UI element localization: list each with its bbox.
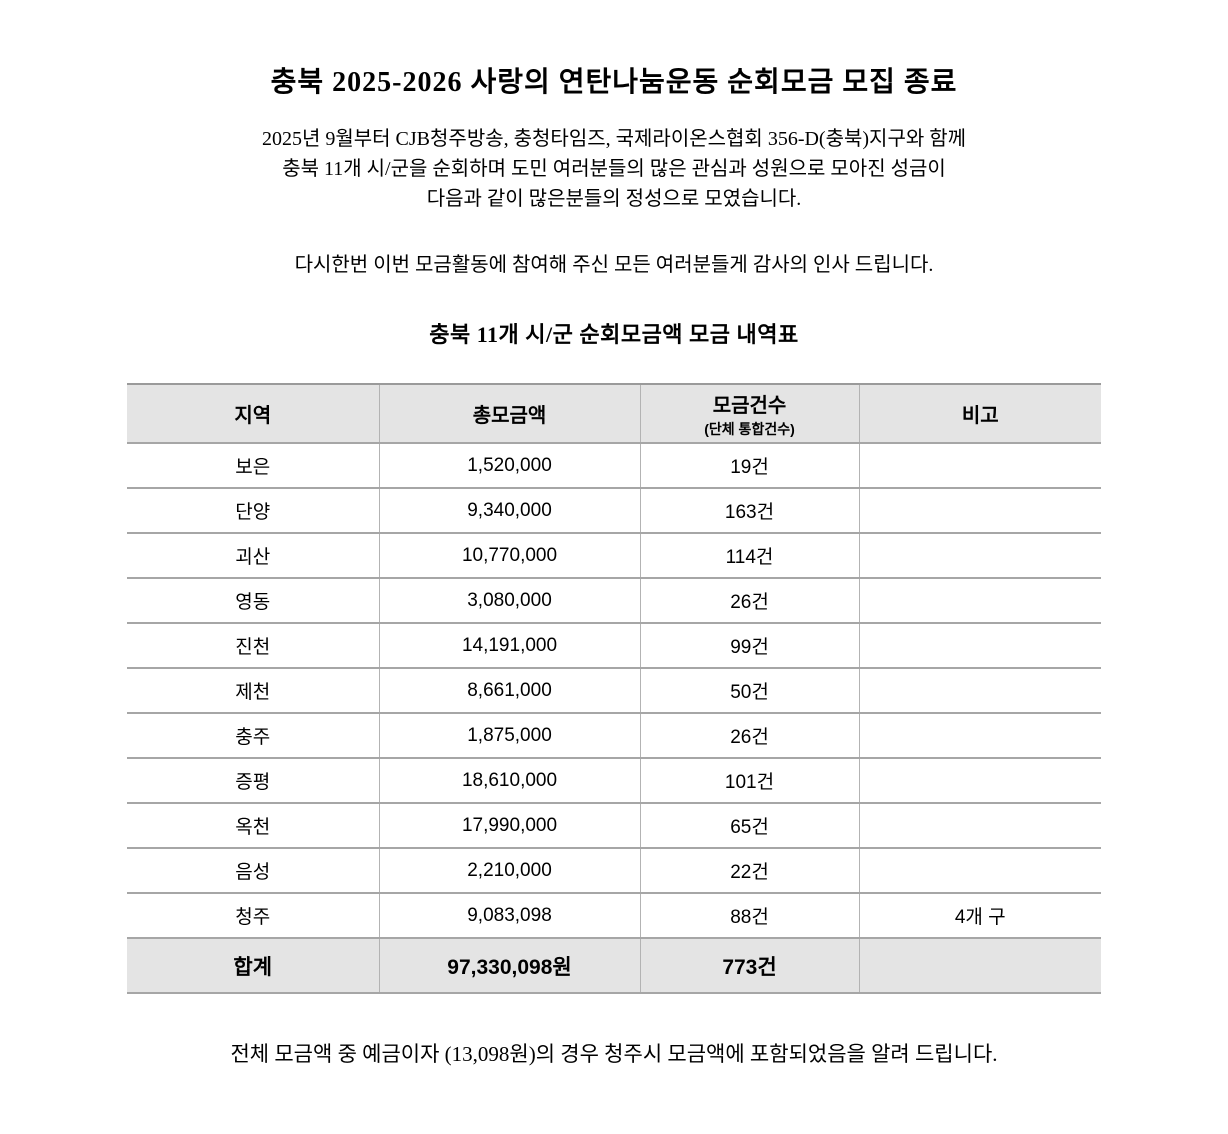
cell-region: 괴산 (235, 547, 271, 568)
footnote: 전체 모금액 중 예금이자 (13,098원)의 경우 청주시 모금액에 포함되… (230, 1042, 998, 1066)
cell-amount: 18,610,000 (378, 758, 640, 803)
document-title: 충북 2025-2026 사랑의 연탄나눔운동 순회모금 모집 종료 (270, 67, 958, 98)
cell-amount: 2,210,000 (378, 848, 640, 893)
total-region: 합계 (233, 955, 273, 979)
cell-note (858, 443, 1101, 488)
cell-count: 65건 (639, 803, 859, 848)
cell-region: 증평 (235, 772, 271, 793)
header-count: 모금건수 (단체 통합건수) (639, 384, 859, 443)
cell-count: 114건 (639, 533, 859, 578)
cell-note (858, 578, 1101, 623)
cell-amount: 9,340,000 (378, 488, 640, 533)
table-row: 충주 1,875,000 26건 (127, 713, 1101, 758)
table-row: 진천 14,191,000 99건 (127, 623, 1101, 668)
table-row: 증평 18,610,000 101건 (127, 758, 1101, 803)
table-row: 제천 8,661,000 50건 (127, 668, 1101, 713)
cell-region: 보은 (235, 457, 271, 478)
cell-amount: 1,875,000 (378, 713, 640, 758)
total-note (858, 938, 1101, 993)
table-row: 보은 1,520,000 19건 (127, 443, 1101, 488)
intro-line-2: 충북 11개 시/군을 순회하며 도민 여러분들의 많은 관심과 성원으로 모아… (282, 158, 946, 180)
table-total-row: 합계 97,330,098원 773건 (127, 938, 1101, 993)
cell-region: 청주 (235, 907, 271, 928)
header-count-main: 모금건수 (712, 394, 787, 417)
cell-count: 101건 (639, 758, 859, 803)
cell-amount: 9,083,098 (378, 893, 640, 938)
cell-note (858, 848, 1101, 893)
cell-region: 제천 (235, 682, 271, 703)
cell-region: 충주 (235, 727, 271, 748)
cell-note (858, 533, 1101, 578)
cell-amount: 10,770,000 (378, 533, 640, 578)
cell-amount: 3,080,000 (378, 578, 640, 623)
cell-note (858, 713, 1101, 758)
cell-count: 26건 (639, 578, 859, 623)
cell-amount: 1,520,000 (378, 443, 640, 488)
cell-note (858, 758, 1101, 803)
table-title: 충북 11개 시/군 순회모금액 모금 내역표 (429, 322, 799, 347)
cell-count: 19건 (639, 443, 859, 488)
cell-count: 163건 (639, 488, 859, 533)
header-region: 지역 (234, 405, 272, 427)
cell-region: 영동 (235, 592, 271, 613)
cell-amount: 17,990,000 (378, 803, 640, 848)
cell-count: 22건 (639, 848, 859, 893)
table-row: 옥천 17,990,000 65건 (127, 803, 1101, 848)
cell-region: 단양 (235, 502, 271, 523)
cell-note (858, 488, 1101, 533)
table-row: 음성 2,210,000 22건 (127, 848, 1101, 893)
table-header-row: 지역 총모금액 모금건수 (단체 통합건수) 비고 (127, 384, 1101, 443)
table-row: 영동 3,080,000 26건 (127, 578, 1101, 623)
cell-note (858, 803, 1101, 848)
intro-line-1: 2025년 9월부터 CJB청주방송, 충청타임즈, 국제라이온스협회 356-… (261, 128, 967, 150)
intro-paragraph: 2025년 9월부터 CJB청주방송, 충청타임즈, 국제라이온스협회 356-… (0, 124, 1228, 214)
table-row: 청주 9,083,098 88건 4개 구 (127, 893, 1101, 938)
total-amount: 97,330,098원 (378, 938, 640, 993)
cell-region: 진천 (235, 637, 271, 658)
cell-count: 26건 (639, 713, 859, 758)
thanks-line: 다시한번 이번 모금활동에 참여해 주신 모든 여러분들게 감사의 인사 드립니… (294, 254, 934, 276)
cell-note (858, 668, 1101, 713)
table-row: 단양 9,340,000 163건 (127, 488, 1101, 533)
total-count: 773건 (639, 938, 859, 993)
cell-amount: 14,191,000 (378, 623, 640, 668)
intro-line-3: 다음과 같이 많은분들의 정성으로 모였습니다. (426, 188, 802, 210)
header-amount: 총모금액 (378, 384, 640, 443)
cell-region: 옥천 (235, 817, 271, 838)
cell-amount: 8,661,000 (378, 668, 640, 713)
cell-count: 50건 (639, 668, 859, 713)
cell-count: 88건 (639, 893, 859, 938)
cell-note: 4개 구 (858, 893, 1101, 938)
table-row: 괴산 10,770,000 114건 (127, 533, 1101, 578)
header-note: 비고 (858, 384, 1101, 443)
cell-note (858, 623, 1101, 668)
fund-table: 지역 총모금액 모금건수 (단체 통합건수) 비고 보은 1,520,000 1… (127, 383, 1101, 994)
cell-count: 99건 (639, 623, 859, 668)
header-count-sub: (단체 통합건수) (704, 420, 795, 437)
cell-region: 음성 (235, 862, 271, 883)
